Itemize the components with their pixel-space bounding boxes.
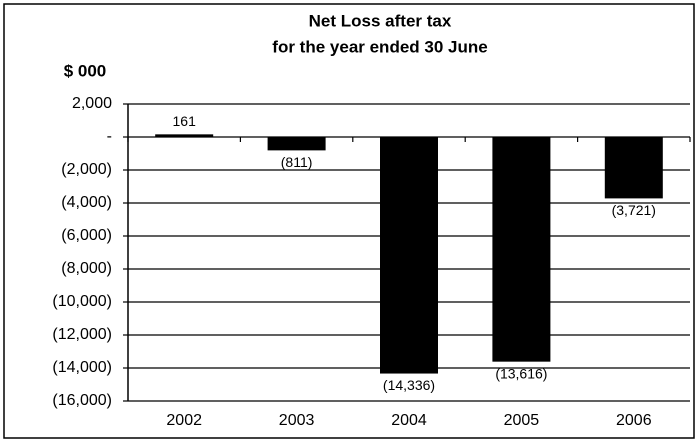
bar — [380, 137, 438, 374]
y-tick-label: - — [107, 128, 112, 145]
data-label: (14,336) — [383, 377, 435, 393]
y-tick-label: 2,000 — [72, 95, 112, 112]
bar — [155, 134, 214, 137]
chart-title: Net Loss after tax — [309, 11, 452, 30]
x-tick-label: 2005 — [504, 412, 540, 429]
y-tick-label: (14,000) — [52, 359, 112, 376]
x-tick-label: 2006 — [616, 412, 652, 429]
bar — [267, 137, 326, 151]
y-tick-label: (6,000) — [61, 227, 112, 244]
y-tick-label: (12,000) — [52, 326, 112, 343]
data-label: (3,721) — [612, 202, 656, 218]
x-tick-label: 2004 — [391, 412, 427, 429]
x-tick-label: 2002 — [166, 412, 202, 429]
bar — [604, 137, 663, 199]
y-tick-label: (16,000) — [52, 392, 112, 409]
x-tick-label: 2003 — [279, 412, 315, 429]
bar — [492, 137, 551, 362]
y-axis-label: $ 000 — [64, 61, 107, 80]
chart-subtitle: for the year ended 30 June — [272, 37, 487, 56]
y-tick-label: (8,000) — [61, 260, 112, 277]
y-tick-label: (10,000) — [52, 293, 112, 310]
y-tick-label: (4,000) — [61, 194, 112, 211]
data-label: (13,616) — [495, 365, 547, 381]
y-tick-label: (2,000) — [61, 161, 112, 178]
data-label: 161 — [173, 113, 197, 129]
data-label: (811) — [281, 154, 313, 170]
chart-border — [3, 3, 695, 439]
